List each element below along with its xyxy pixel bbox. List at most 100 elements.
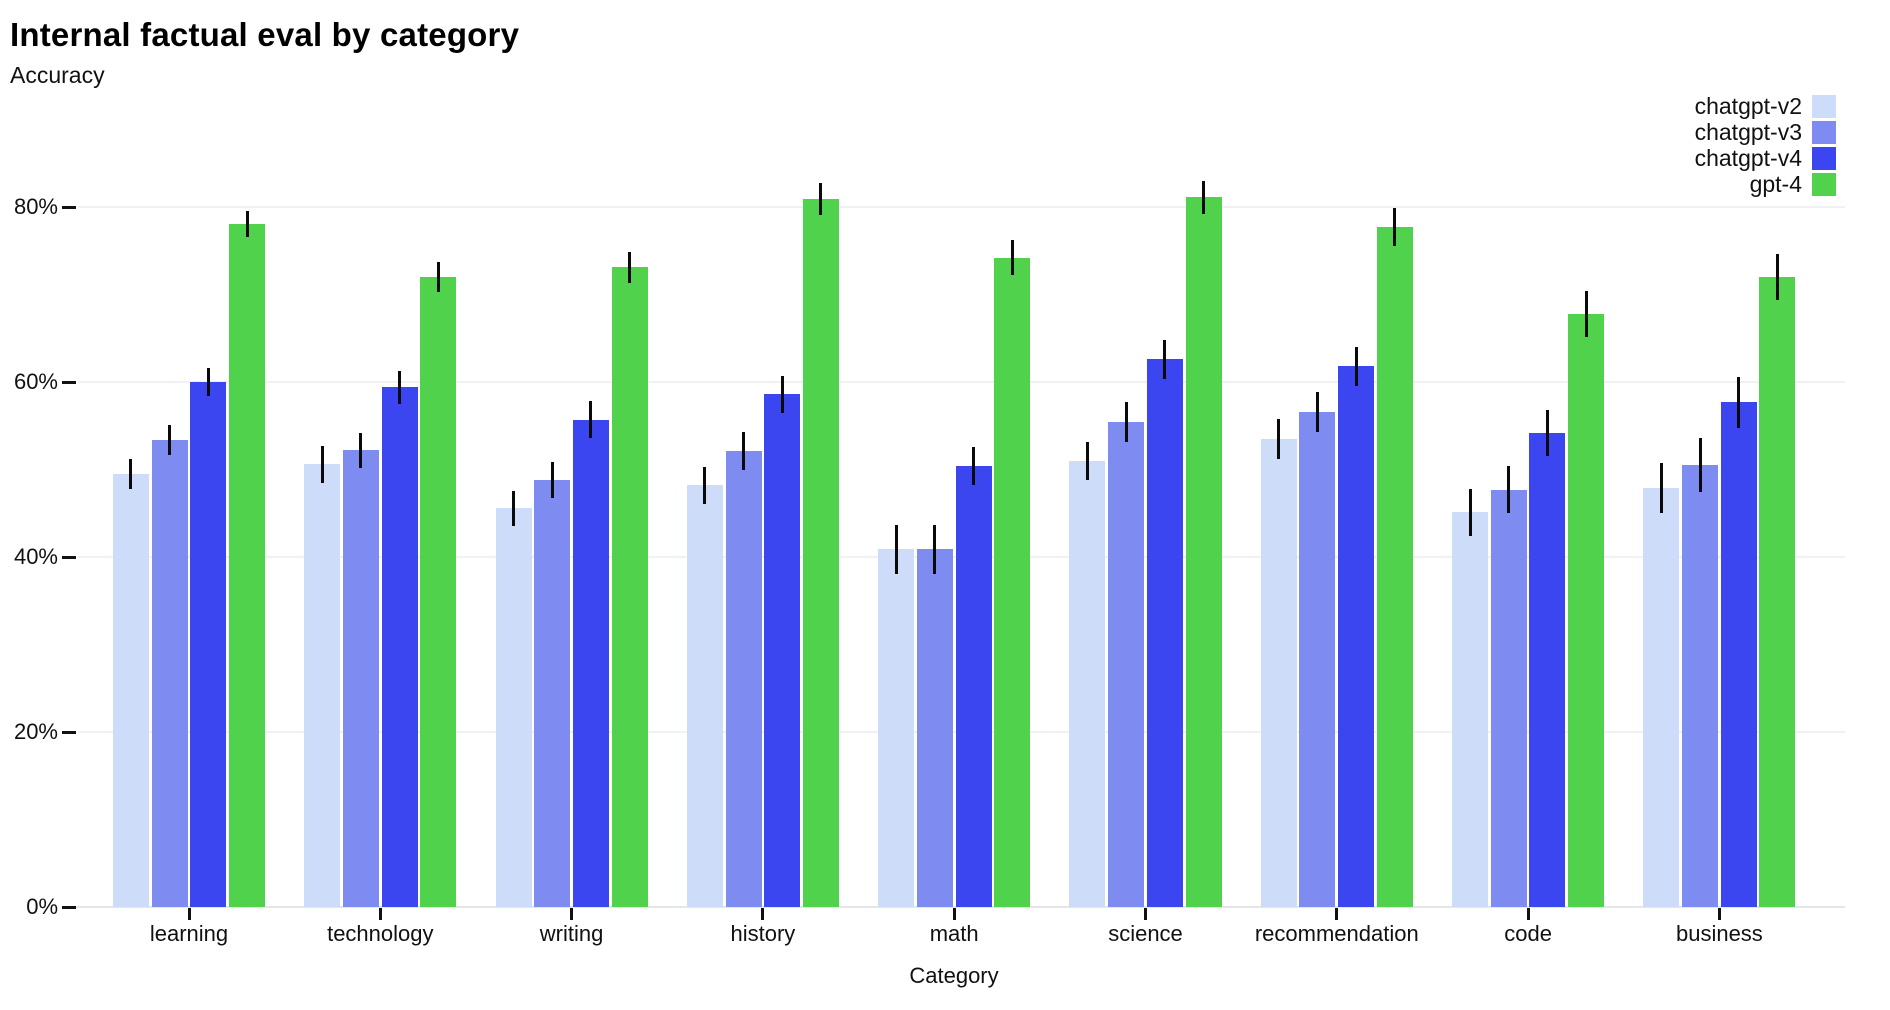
x-tick-label: science: [1108, 921, 1183, 946]
bar-chatgpt-v2: [495, 508, 532, 907]
error-bar: [1277, 418, 1281, 459]
error-bar: [1507, 466, 1511, 514]
error-bar: [703, 466, 707, 504]
bar-chatgpt-v3: [342, 450, 379, 907]
bar-chatgpt-v2: [112, 473, 149, 907]
x-tick-mark: [1526, 908, 1530, 920]
bar-chatgpt-v2: [1643, 487, 1680, 907]
y-tick-mark: [62, 555, 76, 559]
error-bar: [819, 183, 823, 215]
error-bar: [1163, 340, 1167, 379]
error-bar: [129, 459, 133, 489]
bar-chatgpt-v4: [955, 466, 992, 907]
bar-chatgpt-v4: [1529, 432, 1566, 907]
error-bar: [1545, 410, 1549, 456]
y-tick-label: 20%: [13, 719, 58, 744]
bar-chatgpt-v4: [190, 382, 227, 907]
bar-gpt-4: [420, 277, 457, 907]
x-tick-label: learning: [149, 921, 229, 946]
x-tick-mark: [187, 908, 191, 920]
error-bar: [1010, 240, 1014, 276]
error-bar: [1584, 291, 1588, 337]
y-tick-mark: [62, 730, 76, 734]
x-tick-mark: [1717, 908, 1721, 920]
error-bar: [1698, 438, 1702, 493]
x-tick-label: math: [929, 921, 979, 946]
legend-label: chatgpt-v4: [1694, 145, 1802, 171]
error-bar: [1737, 376, 1741, 428]
legend-item-chatgpt-v4[interactable]: chatgpt-v4: [1500, 145, 1836, 171]
bar-gpt-4: [1759, 277, 1796, 907]
legend-item-chatgpt-v3[interactable]: chatgpt-v3: [1500, 119, 1836, 145]
y-tick-label: 0%: [26, 894, 58, 919]
bar-gpt-4: [229, 223, 266, 907]
error-bar: [894, 524, 898, 574]
x-tick-label: recommendation: [1254, 921, 1419, 946]
bar-chatgpt-v4: [1146, 359, 1183, 907]
bar-chatgpt-v4: [381, 387, 418, 907]
bar-chatgpt-v2: [878, 549, 915, 907]
legend-swatch: [1812, 146, 1836, 170]
x-axis-title: Category: [909, 963, 999, 988]
x-tick-label: code: [1504, 921, 1552, 946]
legend-label: chatgpt-v2: [1694, 93, 1802, 119]
error-bar: [1659, 462, 1663, 514]
error-bar: [742, 431, 746, 471]
error-bar: [168, 424, 172, 455]
bar-chatgpt-v3: [1108, 422, 1145, 907]
chart-subtitle: Accuracy: [10, 62, 105, 88]
error-bar: [206, 368, 210, 396]
error-bar: [512, 490, 516, 526]
bar-chatgpt-v4: [1338, 366, 1375, 907]
bar-chatgpt-v2: [1260, 438, 1297, 907]
legend-item-gpt-4[interactable]: gpt-4: [1500, 171, 1836, 197]
y-tick-mark: [62, 905, 76, 909]
error-bar: [320, 445, 324, 483]
bar-chatgpt-v4: [1720, 402, 1757, 907]
error-bar: [780, 375, 784, 413]
error-bar: [589, 401, 593, 438]
error-bar: [1315, 391, 1319, 432]
y-tick-label: 40%: [13, 544, 58, 569]
bar-chatgpt-v2: [1452, 512, 1489, 907]
bar-chatgpt-v3: [725, 451, 762, 907]
error-bar: [972, 446, 976, 486]
bar-chatgpt-v3: [1490, 489, 1527, 907]
error-bar: [436, 262, 440, 292]
error-bar: [398, 370, 402, 404]
bar-gpt-4: [1185, 197, 1222, 907]
x-tick-mark: [761, 908, 765, 920]
legend: chatgpt-v2 chatgpt-v3 chatgpt-v4 gpt-4: [1500, 93, 1836, 197]
legend-item-chatgpt-v2[interactable]: chatgpt-v2: [1500, 93, 1836, 119]
error-bar: [1202, 180, 1206, 214]
y-tick-mark: [62, 205, 76, 209]
bar-chatgpt-v2: [1069, 460, 1106, 907]
bar-gpt-4: [1376, 227, 1413, 907]
error-bar: [245, 210, 249, 237]
error-bar: [1354, 347, 1358, 386]
bar-chatgpt-v3: [916, 549, 953, 907]
legend-swatch: [1812, 120, 1836, 144]
bar-chatgpt-v4: [572, 419, 609, 907]
x-tick-label: history: [730, 921, 796, 946]
bar-chatgpt-v2: [304, 464, 341, 907]
bar-chatgpt-v4: [764, 394, 801, 907]
bar-gpt-4: [1568, 313, 1605, 907]
legend-label: chatgpt-v3: [1694, 119, 1802, 145]
bar-chatgpt-v3: [534, 480, 571, 907]
error-bar: [359, 432, 363, 468]
error-bar: [1085, 441, 1089, 480]
error-bar: [1393, 207, 1397, 247]
legend-swatch: [1812, 94, 1836, 118]
y-tick-mark: [62, 380, 76, 384]
legend-label: gpt-4: [1749, 171, 1802, 197]
gridline: [78, 206, 1845, 208]
error-bar: [933, 524, 937, 574]
x-tick-label: writing: [539, 921, 604, 946]
error-bar: [550, 461, 554, 499]
y-tick-label: 60%: [13, 369, 58, 394]
chart-title: Internal factual eval by category: [10, 16, 520, 53]
x-tick-label: business: [1675, 921, 1763, 946]
x-tick-label: technology: [327, 921, 434, 946]
